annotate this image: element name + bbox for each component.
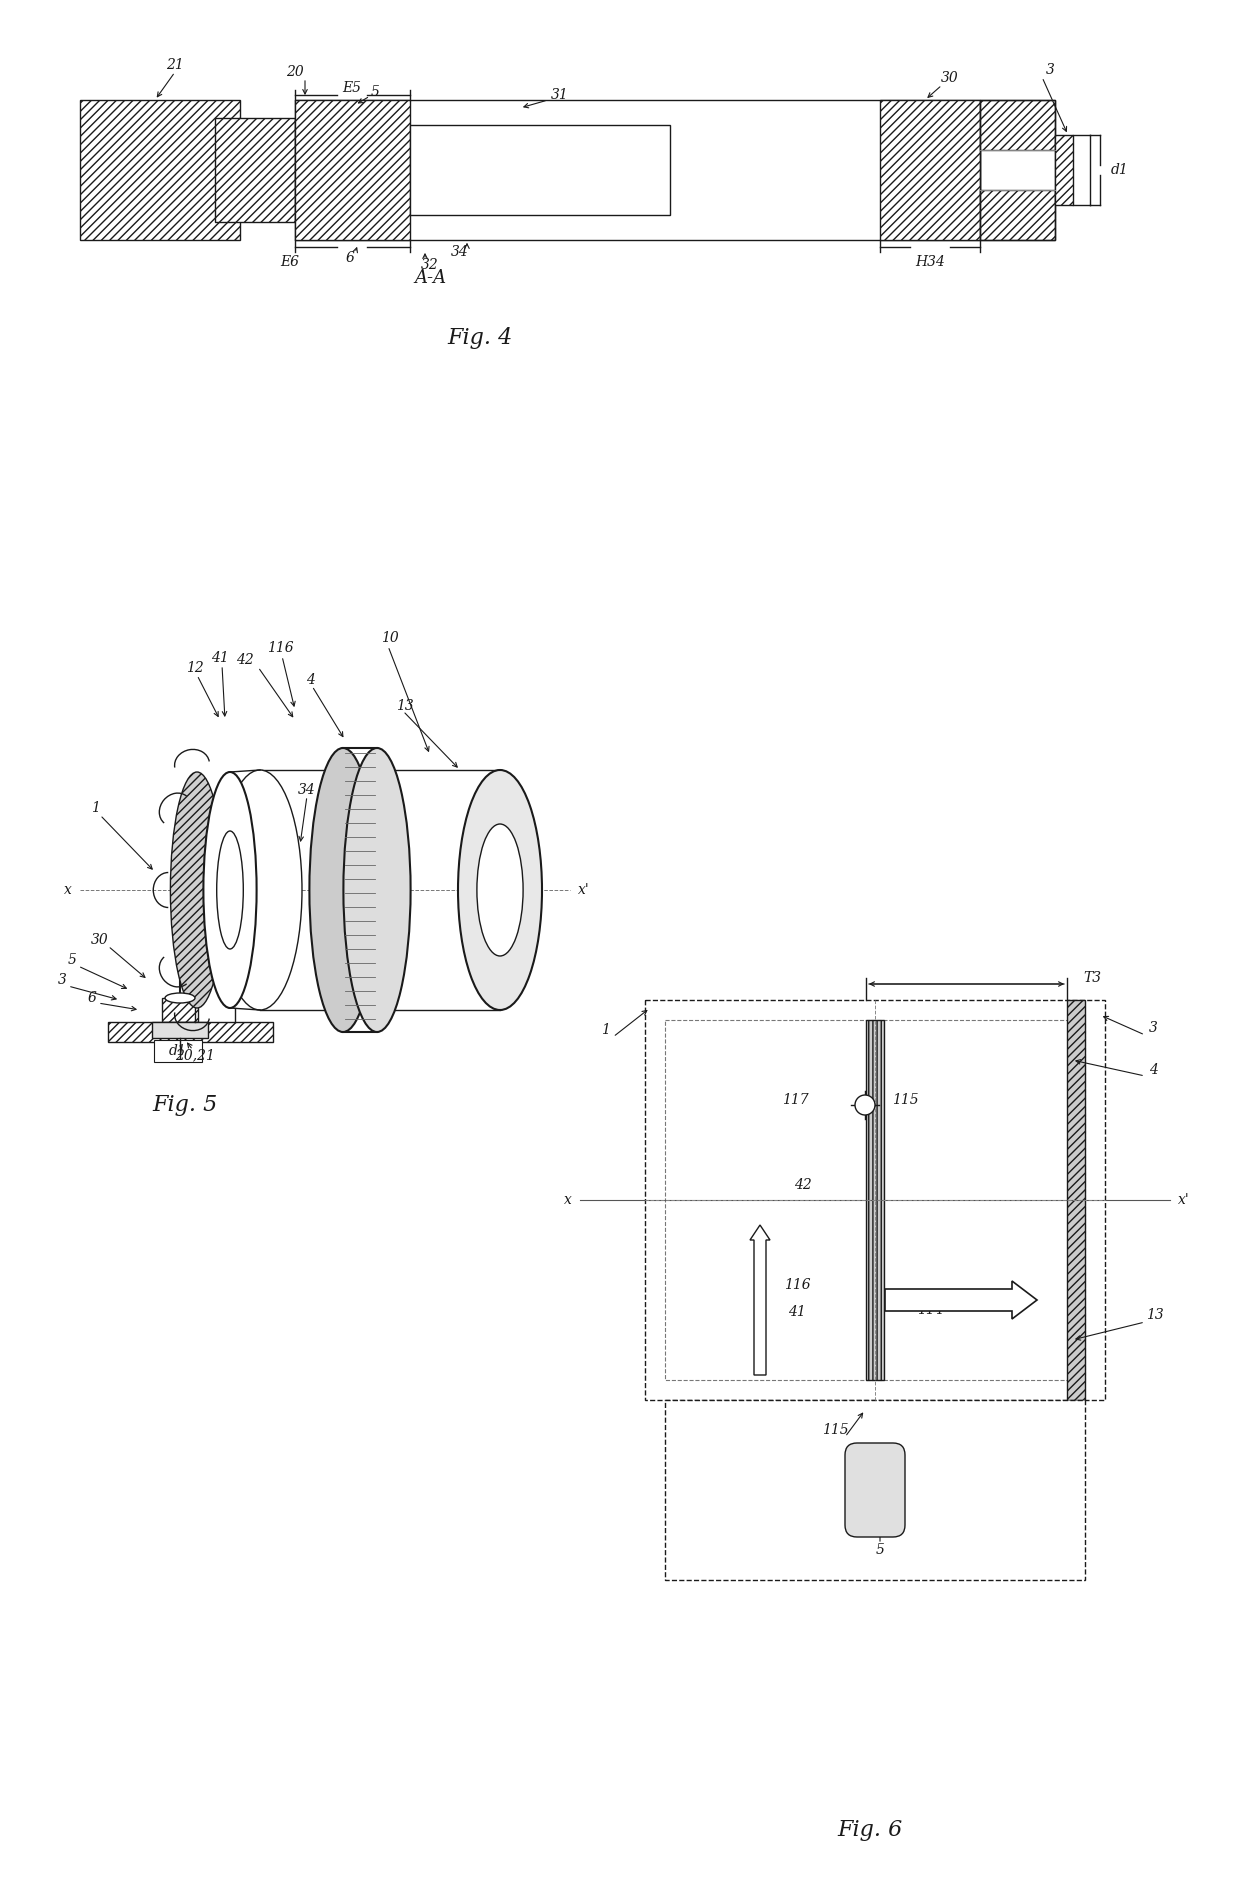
- Ellipse shape: [165, 993, 195, 1003]
- Text: 30: 30: [91, 933, 109, 948]
- Text: x': x': [578, 884, 590, 897]
- Text: E6: E6: [280, 255, 300, 268]
- Ellipse shape: [203, 772, 257, 1008]
- Text: E5: E5: [342, 81, 362, 94]
- Text: 34: 34: [298, 784, 316, 797]
- Bar: [81, 100, 241, 240]
- Bar: [665, 1401, 1085, 1580]
- Text: 32: 32: [422, 259, 439, 272]
- Ellipse shape: [217, 831, 243, 950]
- Text: 42: 42: [236, 653, 254, 666]
- Bar: [410, 125, 670, 215]
- Bar: [295, 100, 410, 240]
- Text: 1: 1: [600, 1023, 609, 1037]
- Text: 30: 30: [941, 72, 959, 85]
- Bar: [153, 1021, 208, 1038]
- Text: 5: 5: [371, 85, 379, 98]
- Text: 4: 4: [1148, 1063, 1157, 1076]
- Text: x: x: [64, 884, 72, 897]
- Text: 115: 115: [892, 1093, 919, 1106]
- Bar: [1066, 1001, 1085, 1401]
- Text: 114: 114: [916, 1303, 944, 1318]
- Text: 117: 117: [781, 1093, 808, 1106]
- Text: x: x: [564, 1193, 572, 1206]
- Text: 42: 42: [794, 1178, 812, 1191]
- Text: 41: 41: [789, 1305, 806, 1320]
- Text: 21: 21: [166, 59, 184, 72]
- Text: 4: 4: [305, 672, 315, 687]
- Bar: [154, 1040, 202, 1061]
- Bar: [980, 100, 1055, 240]
- Text: A-A: A-A: [414, 268, 446, 287]
- Text: 115: 115: [822, 1424, 848, 1437]
- Circle shape: [856, 1095, 875, 1116]
- Ellipse shape: [458, 770, 542, 1010]
- Ellipse shape: [310, 748, 377, 1033]
- Text: 13: 13: [1146, 1308, 1164, 1322]
- Text: 13: 13: [396, 699, 414, 714]
- Bar: [215, 117, 295, 223]
- FancyArrow shape: [750, 1225, 770, 1374]
- Text: H34: H34: [915, 255, 945, 268]
- Text: 10: 10: [381, 631, 399, 646]
- Text: 20,21: 20,21: [175, 1048, 215, 1061]
- Bar: [665, 1020, 1085, 1380]
- Text: Fig. 5: Fig. 5: [153, 1093, 218, 1116]
- FancyArrow shape: [885, 1280, 1037, 1320]
- Bar: [866, 1020, 884, 1380]
- Bar: [645, 1001, 1105, 1401]
- Text: 41: 41: [211, 651, 229, 665]
- Bar: [980, 100, 1055, 149]
- Text: 6: 6: [346, 251, 355, 264]
- Text: 34: 34: [451, 245, 469, 259]
- Bar: [108, 1021, 273, 1042]
- Ellipse shape: [343, 748, 410, 1033]
- Text: d1: d1: [169, 1044, 187, 1057]
- Text: d1: d1: [1111, 162, 1128, 177]
- Text: 1: 1: [91, 801, 99, 816]
- Text: 3: 3: [57, 972, 67, 987]
- Bar: [1055, 136, 1073, 206]
- Text: Fig. 4: Fig. 4: [448, 327, 512, 349]
- Text: 5: 5: [875, 1542, 884, 1558]
- Text: 116: 116: [784, 1278, 810, 1291]
- Text: 116: 116: [267, 642, 294, 655]
- Ellipse shape: [218, 770, 303, 1010]
- Text: 6: 6: [88, 991, 97, 1004]
- FancyBboxPatch shape: [844, 1442, 905, 1537]
- Bar: [880, 100, 980, 240]
- Text: Fig. 6: Fig. 6: [837, 1818, 903, 1841]
- Text: x': x': [1178, 1193, 1189, 1206]
- Text: 3: 3: [1045, 62, 1054, 77]
- Text: 5: 5: [67, 953, 77, 967]
- Bar: [980, 191, 1055, 240]
- Text: 31: 31: [551, 89, 569, 102]
- Ellipse shape: [170, 772, 223, 1008]
- Text: T3: T3: [1083, 970, 1101, 986]
- Bar: [162, 999, 198, 1021]
- Text: 3: 3: [1148, 1021, 1157, 1035]
- Text: 20: 20: [286, 64, 304, 79]
- Ellipse shape: [477, 823, 523, 955]
- Text: 12: 12: [186, 661, 203, 676]
- Bar: [295, 100, 980, 240]
